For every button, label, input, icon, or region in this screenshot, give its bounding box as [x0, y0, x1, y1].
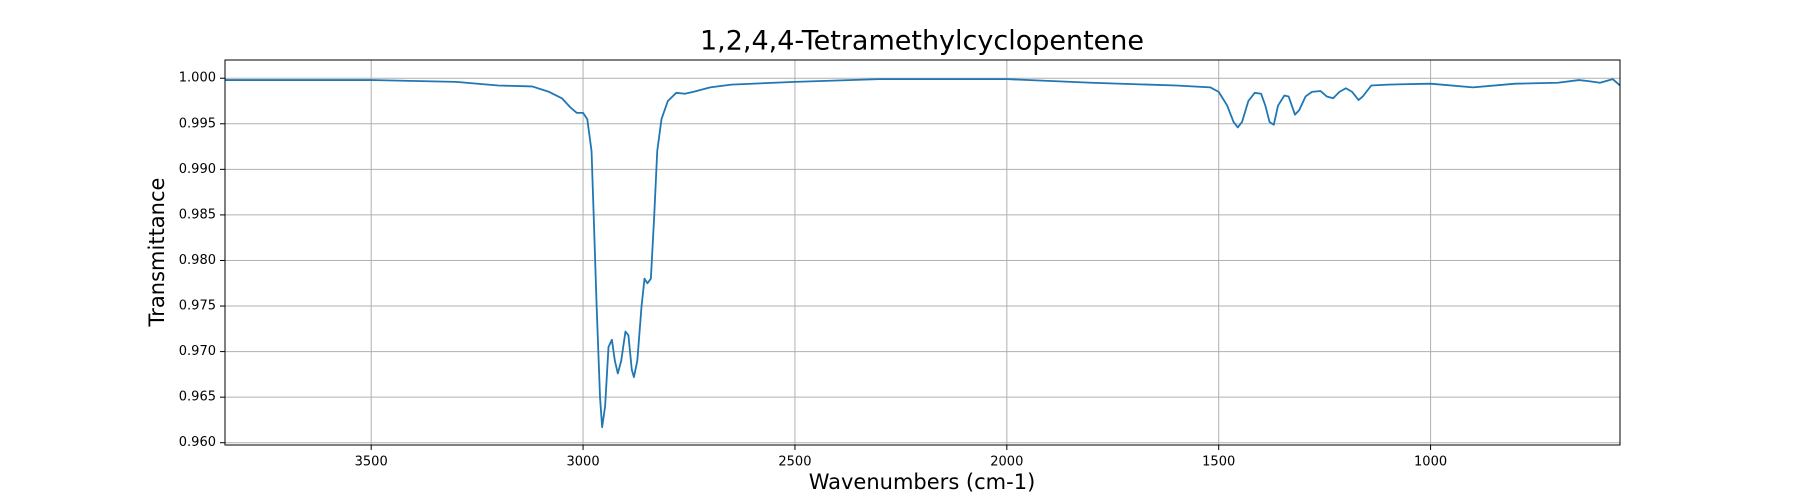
grid [225, 60, 1620, 445]
y-tick-label: 1.000 [179, 71, 216, 86]
x-tick-label: 2000 [990, 455, 1023, 470]
x-tick-label: 3500 [355, 455, 388, 470]
chart-title: 1,2,4,4-Tetramethylcyclopentene [700, 26, 1144, 57]
y-tick-label: 0.960 [179, 435, 216, 450]
x-tick-label: 1000 [1414, 455, 1447, 470]
y-tick-label: 0.975 [179, 299, 216, 314]
plot-frame [224, 59, 1621, 446]
x-tick-label: 1500 [1202, 455, 1235, 470]
x-tick-label: 3000 [567, 455, 600, 470]
spectrum-line [225, 78, 1620, 429]
y-tick-label: 0.980 [179, 253, 216, 268]
y-tick-label: 0.985 [179, 207, 216, 222]
labels: 3500 3000 2500 2000 1500 1000 0.960 0.965 0.970 0… [179, 71, 1447, 470]
plot-area [225, 78, 1620, 429]
x-axis-label: Wavenumbers (cm-1) [809, 470, 1036, 494]
x-tick-label: 2500 [778, 455, 811, 470]
y-tick-label: 0.990 [179, 162, 216, 177]
y-tick-label: 0.970 [179, 344, 216, 359]
y-axis-label: Transmittance [145, 178, 169, 328]
y-tick-label: 0.995 [179, 116, 216, 131]
y-tick-label: 0.965 [179, 390, 216, 405]
